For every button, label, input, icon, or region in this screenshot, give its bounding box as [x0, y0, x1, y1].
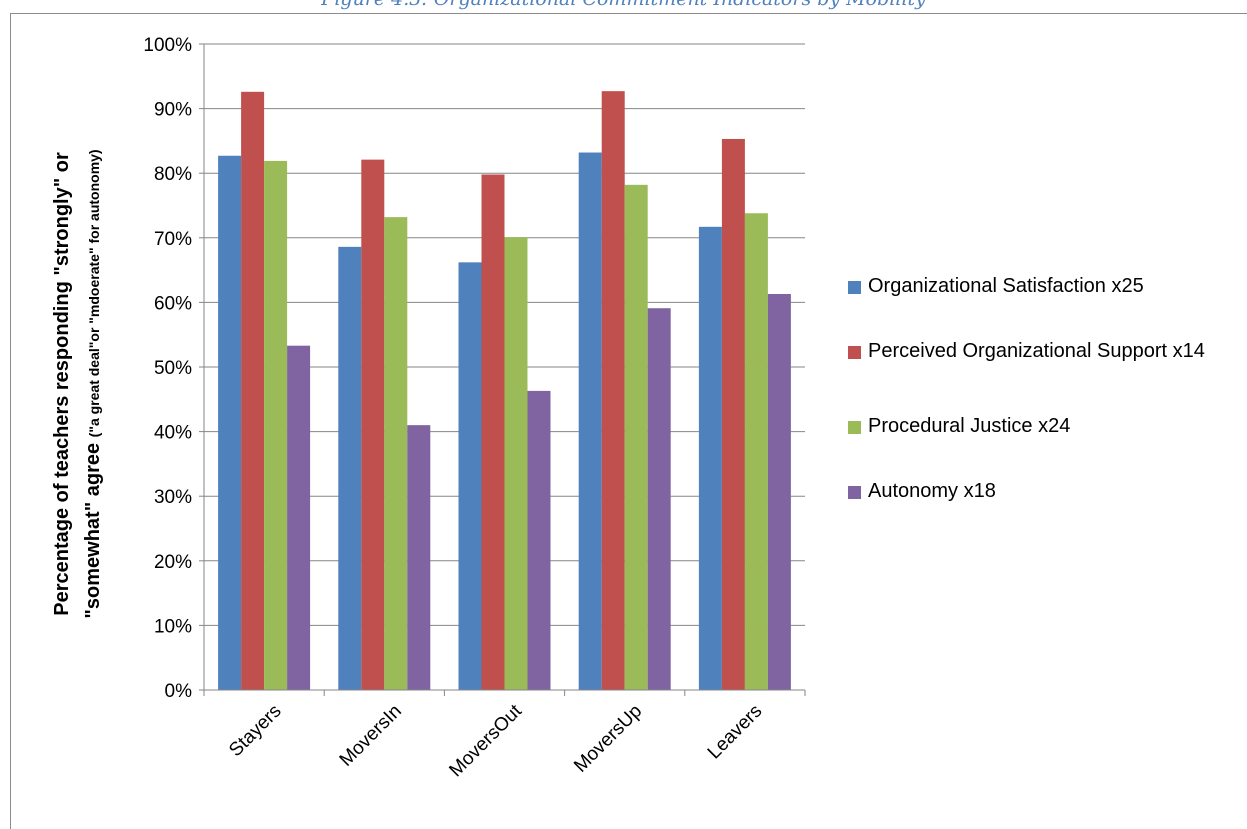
legend-label-perceived-organizational-support: Perceived Organizational Support x14 [868, 340, 1205, 362]
x-tick-label: MoversOut [445, 700, 526, 781]
y-tick-label: 20% [154, 552, 192, 573]
y-axis-title: Percentage of teachers responding "stron… [51, 149, 104, 618]
bar [384, 217, 408, 691]
x-tick-label: Leavers [704, 701, 767, 764]
legend-swatch-organizational-satisfaction [848, 281, 861, 294]
legend-item: Perceived Organizational Support x14 [848, 335, 1238, 401]
y-tick-label: 80% [154, 164, 192, 185]
bar [767, 294, 791, 690]
legend-item: Organizational Satisfaction x25 [848, 270, 1238, 303]
bar [601, 91, 625, 690]
bar [241, 91, 265, 690]
legend-swatch-perceived-organizational-support [848, 346, 861, 359]
legend-label-procedural-justice: Procedural Justice x24 [868, 415, 1071, 437]
bar [744, 213, 768, 690]
legend-item: Autonomy x18 [848, 475, 1238, 508]
legend-label-autonomy: Autonomy x18 [868, 480, 996, 502]
x-tick-labels: Stayers MoversIn MoversOut MoversUp Leavers [203, 690, 806, 781]
y-tick-label: 70% [154, 229, 192, 250]
y-tick-label: 30% [154, 487, 192, 508]
bar [287, 345, 311, 690]
y-tick-label: 50% [154, 358, 192, 379]
legend-swatch-autonomy [848, 486, 861, 499]
bar [458, 262, 482, 690]
chart-area-border [10, 13, 1247, 829]
y-tick-label: 100% [143, 35, 192, 56]
legend-swatch-procedural-justice [848, 421, 861, 434]
bar [481, 174, 505, 690]
bar [338, 246, 362, 690]
y-tick-label: 10% [154, 616, 192, 637]
bar [647, 308, 671, 690]
bar [407, 425, 431, 690]
y-tick-label: 0% [165, 681, 193, 702]
y-tick-label: 60% [154, 293, 192, 314]
y-axis-title-line2-note: ("a great deal"or "mdoerate" for autonom… [86, 149, 102, 437]
bar [578, 152, 602, 690]
y-axis-title-line1: Percentage of teachers responding "stron… [51, 152, 73, 616]
legend-label-organizational-satisfaction: Organizational Satisfaction x25 [868, 275, 1144, 297]
bar [698, 226, 722, 690]
figure-caption: Figure 4.3: Organizational Commitment In… [0, 0, 1247, 10]
x-tick-label: MoversIn [336, 701, 406, 771]
bar [721, 138, 745, 690]
bar [624, 184, 648, 690]
x-tick-label: Stayers [225, 701, 285, 761]
bar [504, 237, 528, 691]
bars [218, 91, 791, 691]
bar [527, 390, 551, 690]
bar [361, 159, 385, 690]
y-tick-label: 40% [154, 423, 192, 444]
y-tick-labels: 0% 10% 20% 30% 40% 50% 60% 70% 80% 90% 100% [143, 35, 204, 702]
bar [218, 155, 242, 690]
bar [264, 160, 288, 690]
legend: Organizational Satisfaction x25 Perceive… [848, 270, 1238, 508]
y-axis-title-line2-main: "somewhat" agree [82, 437, 104, 618]
legend-item: Procedural Justice x24 [848, 410, 1238, 443]
y-axis-title-line2: "somewhat" agree ("a great deal"or "mdoe… [82, 149, 104, 618]
x-tick-label: MoversUp [570, 701, 646, 777]
y-tick-label: 90% [154, 100, 192, 121]
